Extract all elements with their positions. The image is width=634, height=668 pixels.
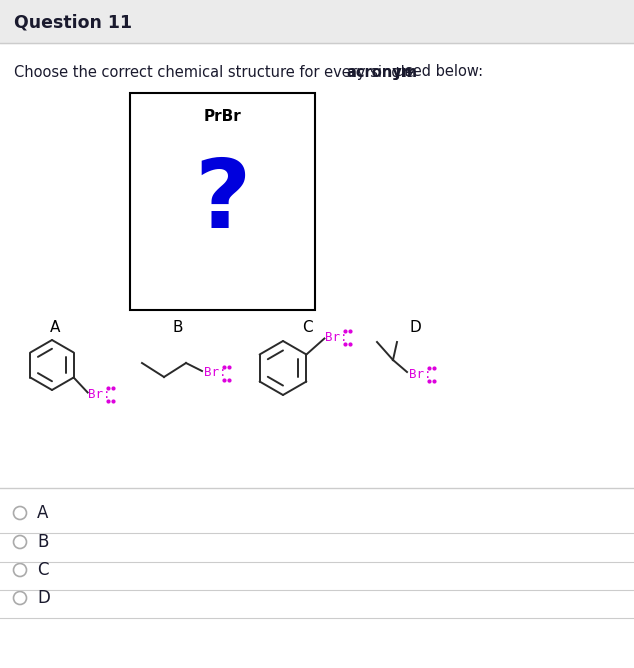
Text: Br:: Br: [87, 388, 110, 401]
Text: used below:: used below: [391, 65, 483, 79]
Text: Br:: Br: [409, 367, 432, 381]
Bar [130, 93, 315, 310]
Text: Br:: Br: [325, 331, 348, 344]
Text: acronym: acronym [347, 65, 418, 79]
Text: B: B [37, 533, 48, 551]
Text: PrBr: PrBr [204, 109, 242, 124]
Text: ?: ? [194, 155, 251, 248]
Bar [0, 0, 634, 43]
Text: Question 11: Question 11 [14, 13, 132, 31]
Text: A: A [50, 321, 60, 335]
Text: C: C [37, 561, 48, 579]
Text: C: C [302, 321, 313, 335]
Text: D: D [37, 589, 50, 607]
Text: Br:: Br: [204, 367, 226, 379]
Text: B: B [172, 321, 183, 335]
Text: D: D [409, 321, 421, 335]
Text: A: A [37, 504, 48, 522]
Text: Choose the correct chemical structure for every single: Choose the correct chemical structure fo… [14, 65, 418, 79]
